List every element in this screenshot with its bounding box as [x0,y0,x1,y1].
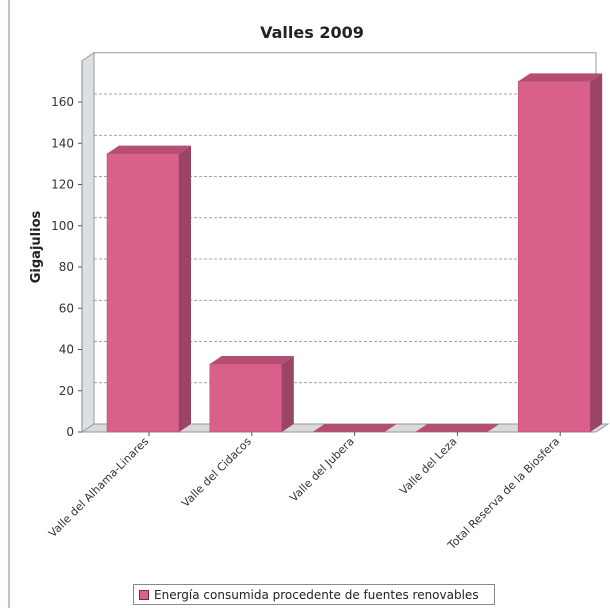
bar [209,363,283,433]
x-tick-label: Total Reserva de la Biosfera [445,435,563,553]
legend: Energía consumida procedente de fuentes … [133,584,495,605]
y-tick-label: 160 [51,95,74,109]
bar-side [179,145,191,432]
bar-side [590,73,603,432]
x-tick-label: Valle del Leza [397,435,459,497]
y-tick-label: 60 [59,301,74,315]
legend-label: Energía consumida procedente de fuentes … [154,587,479,602]
x-tick-label: Valle del Cidacos [179,435,254,510]
bar-top [312,424,397,432]
bar [517,81,591,433]
y-tick-label: 0 [66,425,74,439]
y-tick-label: 100 [51,219,74,233]
x-tick-label: Valle del Jubera [287,435,357,505]
chart-title: Valles 2009 [260,23,364,42]
y-tick-label: 80 [59,260,74,274]
plot-area: 0 20 40 60 80 100 120 140 160 Valle del Alhama-Li… [46,51,610,553]
x-tick-label: Valle del Alhama-Linares [46,435,151,540]
y-tick-label: 20 [59,384,74,398]
bar-top [415,424,500,432]
bar-top [518,73,603,82]
y-tick-label: 40 [59,343,74,357]
bar [106,153,180,433]
bar-side [281,355,294,432]
window-edge [8,0,10,608]
legend-swatch [139,589,149,600]
y-tick-label: 120 [51,178,74,192]
bar-top [107,145,191,154]
left-wall [81,51,95,433]
y-axis-label: Gigajulios [29,210,44,283]
y-tick-label: 140 [51,136,74,150]
bar-top [209,355,294,364]
